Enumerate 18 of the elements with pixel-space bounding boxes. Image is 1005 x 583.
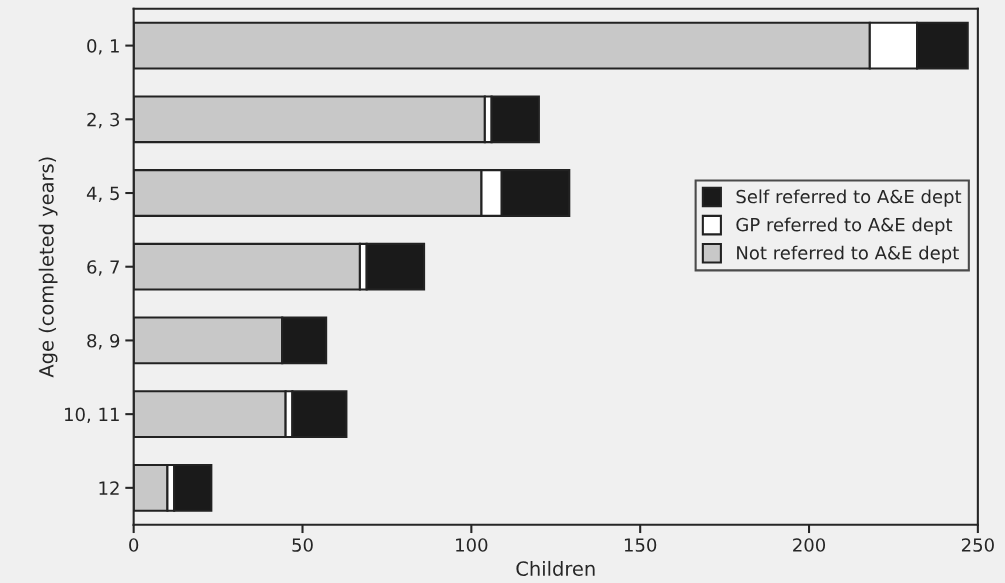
y-tick-label: 8, 9 [87, 333, 120, 350]
x-tick-label: 150 [624, 538, 657, 552]
y-tick-label: 10, 11 [65, 407, 119, 424]
legend-label: Not referred to A&E dept [737, 245, 959, 264]
y-tick-label: 2, 3 [87, 112, 120, 129]
y-tick-label: 4, 5 [86, 186, 119, 202]
y-tick-label: 12 [99, 481, 119, 495]
y-tick-label: 0, 1 [87, 39, 119, 55]
x-tick-label: 250 [961, 538, 994, 552]
x-tick-label: 200 [793, 538, 826, 552]
legend-label: Self referred to A&E dept [736, 189, 962, 207]
x-tick-label: 50 [292, 538, 313, 552]
x-tick-label: 100 [456, 538, 488, 552]
x-tick-label: 0 [129, 538, 139, 552]
y-tick-label: 6, 7 [87, 260, 119, 276]
x-axis-title: Children [516, 560, 595, 576]
y-axis-title: Age (completed years) [38, 157, 58, 378]
legend-label: GP referred to A&E dept [736, 217, 953, 235]
